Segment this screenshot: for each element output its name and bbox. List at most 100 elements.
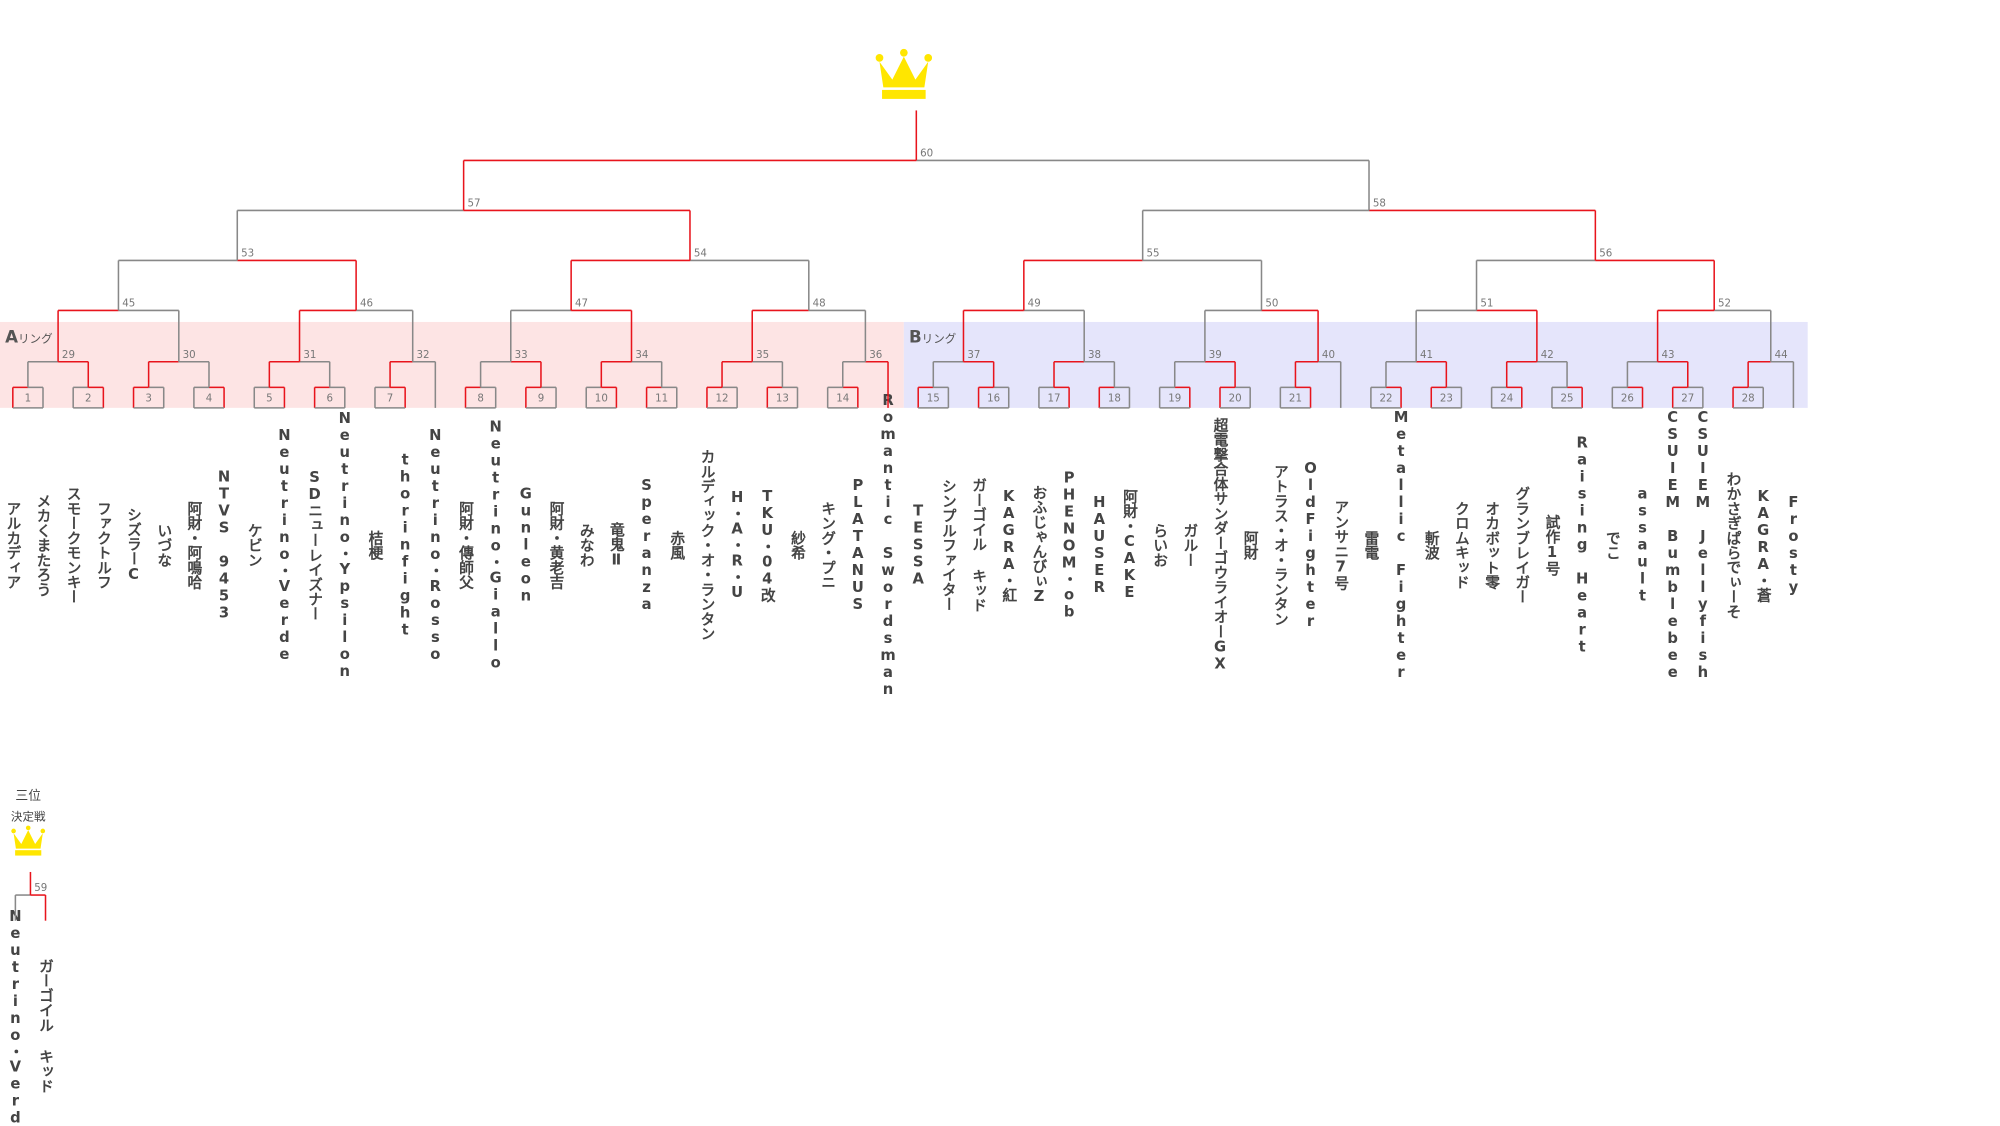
match-number: 53 [241, 248, 254, 260]
player-name: グランブレイガー [1513, 486, 1530, 604]
player-name: thorinfight [397, 452, 414, 639]
match-number: 46 [360, 298, 373, 310]
match-number: 1 [25, 392, 32, 404]
player-name: 紗希 [789, 530, 806, 561]
match-number: 24 [1500, 392, 1513, 404]
match-number: 25 [1561, 392, 1574, 404]
player-name: KAGRA・蒼 [1755, 488, 1772, 604]
match-number: 29 [62, 349, 75, 361]
player-name: スモークモンキー [65, 486, 82, 604]
match-number: 39 [1209, 349, 1222, 361]
player-name: 赤風 [668, 529, 685, 561]
match-number: 60 [920, 148, 933, 160]
player-name: TESSA [910, 503, 927, 588]
player-name: キング・プニ [819, 501, 836, 589]
player-name: 試作1号 [1543, 513, 1560, 576]
match-number: 20 [1229, 392, 1242, 404]
match-number: 11 [655, 392, 668, 404]
match-number: 28 [1742, 392, 1755, 404]
player-name: Speranza [638, 477, 655, 613]
match-number: 13 [776, 392, 789, 404]
match-number: 4 [206, 392, 213, 404]
player-name: PHENOM・ob [1061, 470, 1078, 621]
match-number: 37 [967, 349, 980, 361]
player-name: でこ [1604, 530, 1621, 560]
match-number: 49 [1028, 298, 1041, 310]
player-name: 桔梗 [366, 529, 383, 561]
match-number: 6 [326, 392, 333, 404]
match-number: 16 [987, 392, 1000, 404]
match-number: 57 [467, 198, 480, 210]
player-name: メカくまたろう [35, 493, 52, 596]
match-number: 5 [266, 392, 273, 404]
player-name: シズラーC [125, 507, 142, 583]
player-name: ファクトルフ [95, 501, 112, 590]
ring-label: Aリング [5, 327, 53, 346]
player-name: Metallic Fighter [1393, 409, 1410, 681]
player-name: アトラス・オ・ランタン [1272, 464, 1289, 626]
match-number: 3 [145, 392, 152, 404]
third-place-crown [11, 825, 46, 856]
player-name: 阿財・CAKE [1121, 489, 1138, 601]
match-number: 27 [1681, 392, 1694, 404]
player-name: CSUIEM Bumblebee [1664, 409, 1681, 681]
match-number: 38 [1088, 349, 1101, 361]
player-name: Neutrino・Verde [276, 427, 293, 663]
match-number: 48 [813, 298, 826, 310]
match-number: 55 [1147, 248, 1160, 260]
match-number: 34 [635, 349, 648, 361]
match-number: 10 [595, 392, 608, 404]
match-number: 21 [1289, 392, 1302, 404]
ring-label: Bリング [909, 327, 957, 346]
match-number: 36 [869, 349, 882, 361]
player-name: Gunleon [517, 486, 534, 605]
match-number: 32 [417, 349, 430, 361]
crown [875, 48, 933, 99]
player-name: 超電撃合体サンダーゴウライオーGX [1212, 416, 1229, 672]
player-name: わかさぎぱらでぃーそ [1725, 471, 1742, 619]
player-name: みなわ [578, 523, 595, 567]
match-number: 42 [1541, 349, 1554, 361]
match-number: 40 [1322, 349, 1335, 361]
match-number: 50 [1265, 298, 1278, 310]
match-number: 26 [1621, 392, 1634, 404]
player-name: KAGRA・紅 [1000, 488, 1017, 603]
player-name: クロムキッド [1453, 501, 1470, 589]
player-name: ガーゴイル キッド [37, 958, 54, 1093]
player-name: Neutrino・Ypsilon [336, 410, 353, 680]
player-name: Romantic Swordsman [880, 392, 897, 698]
player-name: 竜鬼Ⅱ [608, 521, 625, 569]
match-number: 58 [1373, 198, 1386, 210]
player-name: いづな [155, 523, 172, 567]
player-name: アンサニ7号 [1332, 500, 1349, 592]
player-name: アルカディア [4, 501, 21, 590]
player-name: CSUIEM Jellyfish [1694, 409, 1711, 681]
player-name: SDニューレイズナー [306, 469, 323, 621]
player-name: OldFighter [1302, 460, 1319, 630]
player-name: オカボット零 [1483, 501, 1500, 591]
match-number: 8 [477, 392, 484, 404]
player-name: ガーゴイル キッド [970, 478, 987, 613]
player-name: assault [1634, 486, 1651, 605]
player-name: カルディック・オ・ランタン [698, 449, 715, 641]
third-place-title: 決定戦 [11, 810, 46, 824]
player-name: シンプルファイター [940, 479, 957, 612]
match-number: 7 [387, 392, 394, 404]
player-name: ケビン [246, 523, 263, 567]
ring-a-band [0, 321, 904, 408]
match-number: 15 [927, 392, 940, 404]
match-number: 41 [1420, 349, 1433, 361]
match-number: 17 [1047, 392, 1060, 404]
match-number: 51 [1480, 298, 1493, 310]
player-name: ガルー [1181, 523, 1198, 567]
match-number: 54 [694, 248, 707, 260]
match-number: 35 [756, 349, 769, 361]
player-name: H・A・R・U [729, 489, 746, 601]
match-number: 56 [1599, 248, 1612, 260]
player-name: らいお [1151, 523, 1168, 567]
match-number: 33 [515, 349, 528, 361]
player-name: HAUSER [1091, 494, 1108, 596]
third-place-title: 三位 [15, 789, 41, 804]
match-number: 52 [1718, 298, 1731, 310]
